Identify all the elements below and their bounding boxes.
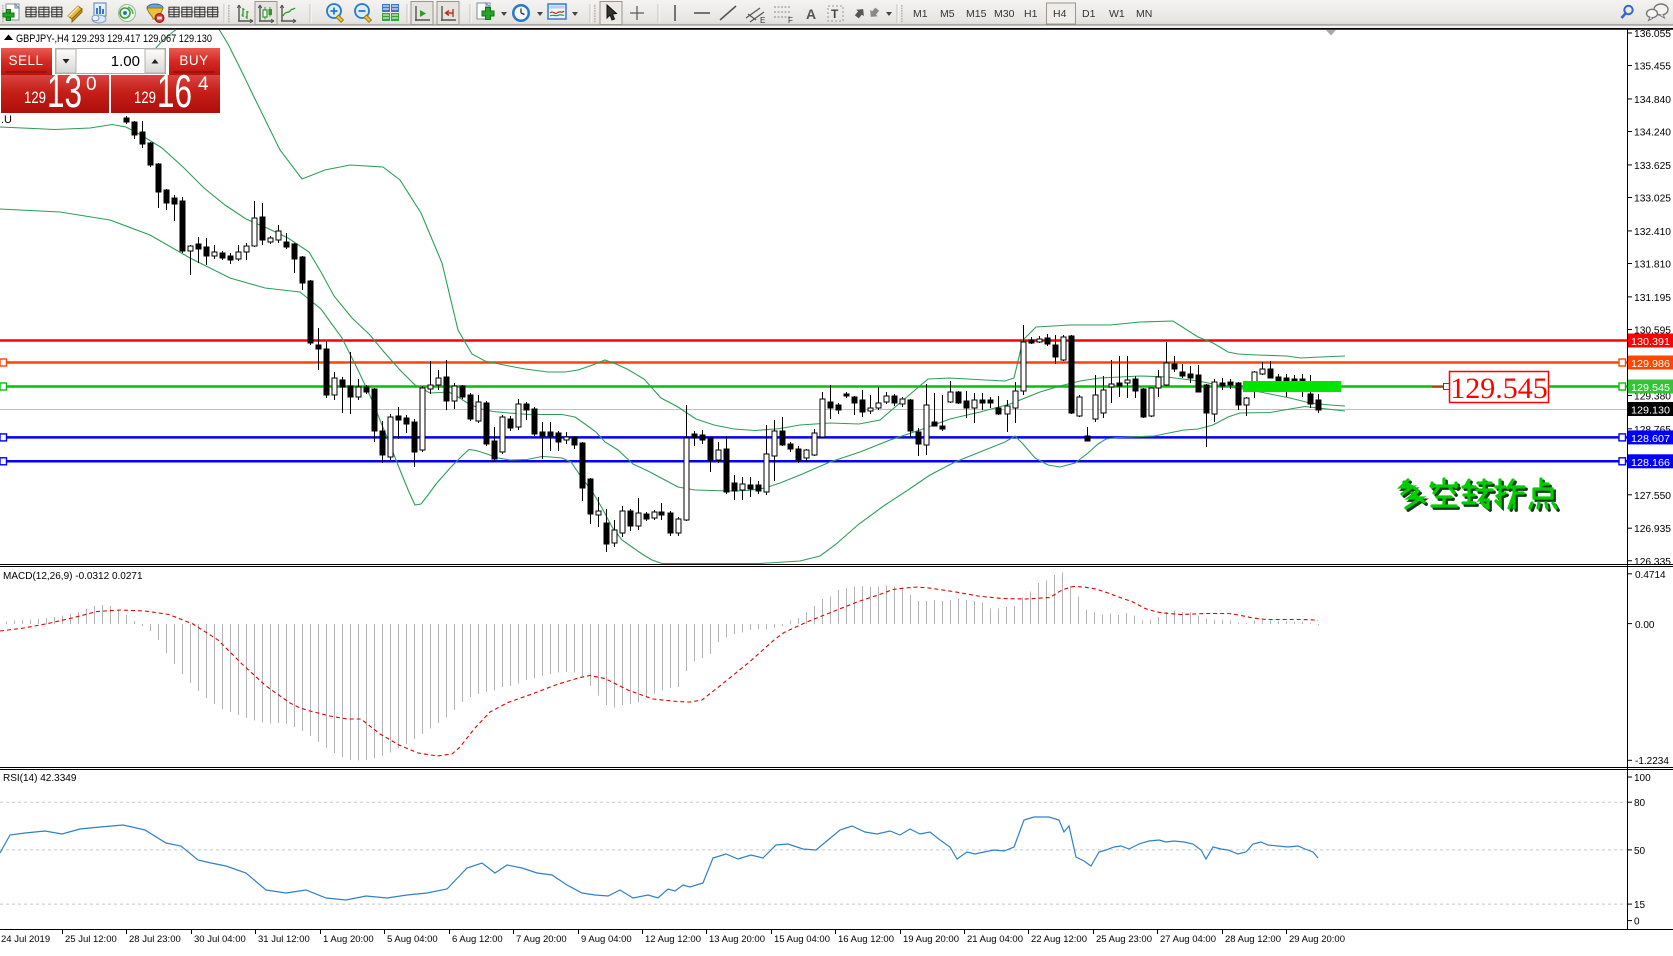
svg-text:24 Jul 2019: 24 Jul 2019 xyxy=(1,934,50,945)
svg-text:W1: W1 xyxy=(1109,8,1125,20)
svg-text:13: 13 xyxy=(47,65,82,117)
svg-text:M5: M5 xyxy=(940,8,955,20)
svg-text:129.130: 129.130 xyxy=(1631,406,1670,417)
svg-text:28 Jul 23:00: 28 Jul 23:00 xyxy=(129,934,181,945)
svg-text:25 Jul 12:00: 25 Jul 12:00 xyxy=(65,934,117,945)
svg-text:H4: H4 xyxy=(1053,8,1067,20)
svg-text:M15: M15 xyxy=(966,8,987,20)
svg-text:A: A xyxy=(806,6,816,22)
svg-text:0: 0 xyxy=(1634,917,1640,928)
svg-text:7 Aug 20:00: 7 Aug 20:00 xyxy=(516,934,567,945)
svg-text:29 Aug 20:00: 29 Aug 20:00 xyxy=(1289,934,1345,945)
svg-text:MACD(12,26,9) -0.0312 0.0271: MACD(12,26,9) -0.0312 0.0271 xyxy=(3,571,143,582)
svg-text:128.166: 128.166 xyxy=(1631,458,1670,469)
svg-text:19 Aug 20:00: 19 Aug 20:00 xyxy=(903,934,959,945)
svg-text:T: T xyxy=(831,7,839,21)
svg-text:127.550: 127.550 xyxy=(1634,491,1671,502)
svg-text:133.025: 133.025 xyxy=(1634,194,1671,205)
svg-text:M1: M1 xyxy=(913,8,928,20)
svg-text:6 Aug 12:00: 6 Aug 12:00 xyxy=(452,934,503,945)
svg-text:4: 4 xyxy=(198,74,209,95)
svg-text:126.935: 126.935 xyxy=(1634,524,1671,535)
svg-text:22 Aug 12:00: 22 Aug 12:00 xyxy=(1031,934,1087,945)
svg-text:126.335: 126.335 xyxy=(1634,557,1671,568)
svg-text:129.380: 129.380 xyxy=(1634,391,1671,402)
svg-text:E: E xyxy=(760,16,765,25)
svg-text:9 Aug 04:00: 9 Aug 04:00 xyxy=(581,934,632,945)
svg-text:21 Aug 04:00: 21 Aug 04:00 xyxy=(967,934,1023,945)
svg-text:130.595: 130.595 xyxy=(1634,325,1671,336)
svg-text:25 Aug 23:00: 25 Aug 23:00 xyxy=(1096,934,1152,945)
svg-text:131.195: 131.195 xyxy=(1634,293,1671,304)
svg-text:SELL: SELL xyxy=(8,53,43,68)
svg-text:135.455: 135.455 xyxy=(1634,62,1671,73)
svg-text:100: 100 xyxy=(1634,773,1651,784)
svg-text:129: 129 xyxy=(134,88,156,107)
svg-text:15: 15 xyxy=(1634,900,1646,911)
svg-text:131.810: 131.810 xyxy=(1634,259,1671,270)
svg-text:136.055: 136.055 xyxy=(1634,29,1671,40)
svg-text:31 Jul 12:00: 31 Jul 12:00 xyxy=(258,934,310,945)
svg-text:134.840: 134.840 xyxy=(1634,95,1671,106)
svg-text:50: 50 xyxy=(1634,846,1646,857)
svg-text:28 Aug 12:00: 28 Aug 12:00 xyxy=(1225,934,1281,945)
svg-text:16 Aug 12:00: 16 Aug 12:00 xyxy=(838,934,894,945)
svg-text:129.545: 129.545 xyxy=(1450,372,1548,405)
svg-text:M30: M30 xyxy=(994,8,1015,20)
svg-text:132.410: 132.410 xyxy=(1634,227,1671,238)
svg-text:80: 80 xyxy=(1634,798,1646,809)
svg-text:27 Aug 04:00: 27 Aug 04:00 xyxy=(1160,934,1216,945)
svg-text:129.986: 129.986 xyxy=(1631,359,1670,370)
svg-text:BUY: BUY xyxy=(179,53,208,68)
svg-text:D1: D1 xyxy=(1082,8,1096,20)
svg-text:0: 0 xyxy=(86,74,97,95)
svg-text:0.4714: 0.4714 xyxy=(1635,570,1666,581)
svg-text:F: F xyxy=(788,16,793,25)
svg-text:.U: .U xyxy=(1,114,12,126)
svg-text:15 Aug 04:00: 15 Aug 04:00 xyxy=(774,934,830,945)
svg-text:30 Jul 04:00: 30 Jul 04:00 xyxy=(194,934,246,945)
svg-text:129.545: 129.545 xyxy=(1631,383,1670,394)
svg-text:16: 16 xyxy=(157,65,192,117)
svg-text:133.625: 133.625 xyxy=(1634,161,1671,172)
svg-text:134.240: 134.240 xyxy=(1634,128,1671,139)
svg-text:130.391: 130.391 xyxy=(1631,337,1670,348)
svg-text:5 Aug 04:00: 5 Aug 04:00 xyxy=(387,934,438,945)
svg-text:0.00: 0.00 xyxy=(1635,620,1655,631)
svg-text:128.607: 128.607 xyxy=(1631,434,1670,445)
svg-text:13 Aug 20:00: 13 Aug 20:00 xyxy=(709,934,765,945)
svg-text:GBPJPY-,H4 129.293 129.417 12: GBPJPY-,H4 129.293 129.417 129.067 129.1… xyxy=(16,33,212,45)
svg-text:-1.2234: -1.2234 xyxy=(1635,756,1669,767)
svg-text:RSI(14) 42.3349: RSI(14) 42.3349 xyxy=(3,773,77,784)
svg-text:1 Aug 20:00: 1 Aug 20:00 xyxy=(323,934,374,945)
svg-text:1.00: 1.00 xyxy=(111,53,140,70)
svg-text:12 Aug 12:00: 12 Aug 12:00 xyxy=(645,934,701,945)
svg-text:MN: MN xyxy=(1136,8,1152,20)
svg-text:128.765: 128.765 xyxy=(1634,425,1671,436)
svg-text:H1: H1 xyxy=(1024,8,1038,20)
svg-text:129: 129 xyxy=(24,88,46,107)
